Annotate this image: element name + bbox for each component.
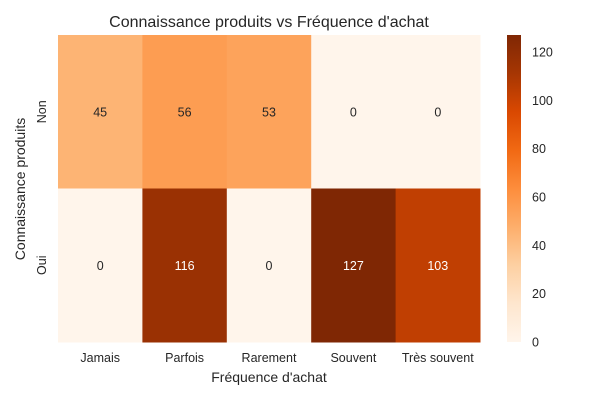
heatmap-cell — [311, 188, 397, 343]
cell-value-label: 45 — [93, 105, 107, 119]
x-tick-labels: Jamais Parfois Rarement Souvent Très souvent — [80, 351, 474, 365]
heatmap-cell — [58, 188, 143, 343]
heatmap-cell — [311, 35, 397, 189]
colorbar-tick-label: 40 — [532, 239, 546, 253]
x-tick-label: Jamais — [80, 351, 120, 365]
y-tick-label: Non — [35, 100, 49, 123]
colorbar-tick-label: 120 — [532, 45, 553, 59]
cell-value-label: 56 — [178, 105, 192, 119]
heatmap-cell — [395, 35, 481, 189]
heatmap-cell — [226, 188, 312, 343]
colorbar — [507, 35, 521, 342]
heatmap-cells: 45 56 53 0 0 0 116 0 127 103 — [58, 35, 481, 343]
x-tick-label: Souvent — [330, 351, 376, 365]
heatmap-cell — [395, 188, 481, 343]
x-tick-label: Parfois — [165, 351, 204, 365]
heatmap-cell — [226, 35, 312, 189]
y-tick-labels: Non Oui — [35, 100, 49, 275]
colorbar-tick-label: 60 — [532, 190, 546, 204]
colorbar-ticks: 0 20 40 60 80 100 120 — [532, 45, 553, 349]
colorbar-tick-label: 0 — [532, 336, 539, 350]
x-tick-label: Rarement — [242, 351, 297, 365]
heatmap-cell — [142, 188, 228, 343]
cell-value-label: 53 — [262, 105, 276, 119]
colorbar-tick-label: 100 — [532, 94, 553, 108]
cell-value-label: 0 — [266, 259, 273, 273]
x-tick-label: Très souvent — [402, 351, 474, 365]
chart-title: Connaissance produits vs Fréquence d'ach… — [109, 14, 429, 31]
cell-value-label: 0 — [97, 259, 104, 273]
cell-value-label: 0 — [350, 105, 357, 119]
x-axis-label: Fréquence d'achat — [211, 369, 327, 385]
cell-value-label: 0 — [434, 105, 441, 119]
heatmap-cell — [58, 35, 143, 189]
y-tick-label: Oui — [35, 256, 49, 275]
colorbar-tick-label: 20 — [532, 287, 546, 301]
heatmap-cell — [142, 35, 228, 189]
cell-value-label: 127 — [343, 259, 364, 273]
colorbar-tick-label: 80 — [532, 142, 546, 156]
cell-value-label: 116 — [175, 259, 195, 273]
cell-value-label: 103 — [427, 259, 448, 273]
y-axis-label: Connaissance produits — [12, 118, 28, 260]
